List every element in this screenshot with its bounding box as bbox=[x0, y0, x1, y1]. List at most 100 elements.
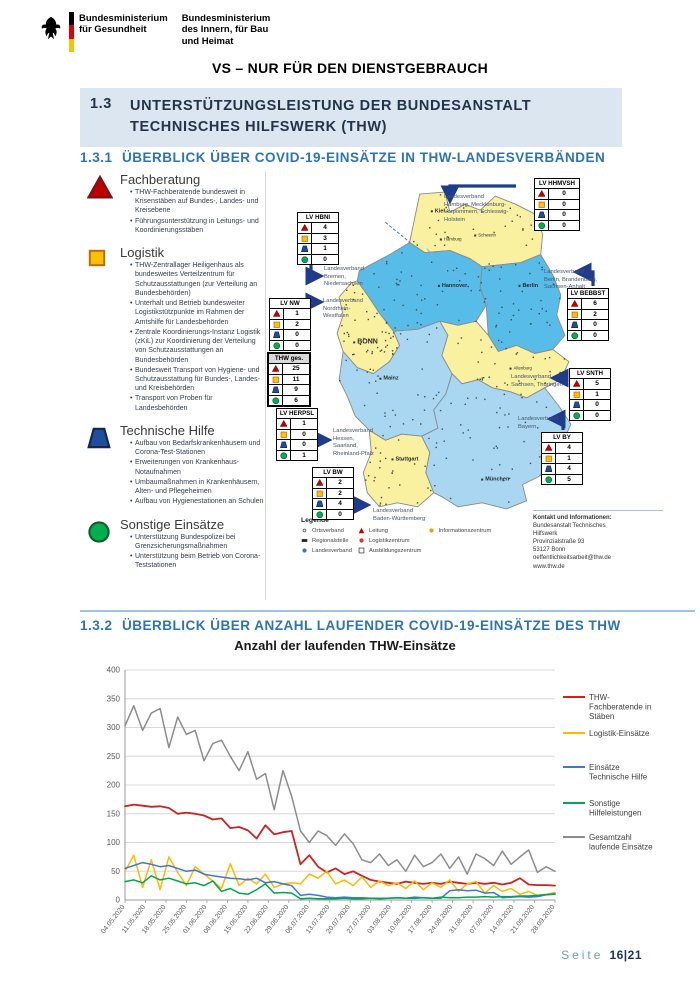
lv-box-row: 1 bbox=[542, 453, 582, 464]
lv-box-value: 0 bbox=[562, 200, 566, 208]
ortsverband-dot bbox=[508, 477, 511, 480]
ortsverband-dot bbox=[472, 459, 474, 461]
ortsverband-dot bbox=[459, 280, 461, 282]
ortsverband-dot bbox=[374, 476, 376, 479]
map-legend-item-ausbildungszentrum: Ausbildungszentrum bbox=[358, 547, 422, 554]
ortsverband-dot bbox=[346, 289, 348, 291]
lv-box-lv-hhmvsh: LV HHMVSH 0 0 0 0 bbox=[534, 178, 580, 231]
lv-box-code: LV HERPSL bbox=[277, 409, 317, 419]
svg-text:Technische Hilfe: Technische Hilfe bbox=[589, 773, 648, 782]
lv-box-value: 2 bbox=[338, 489, 342, 497]
ortsverband-dot bbox=[432, 397, 435, 400]
ortsverband-dot bbox=[386, 261, 388, 263]
lv-box-code: LV BW bbox=[313, 468, 353, 478]
ortsverband-dot bbox=[385, 331, 387, 334]
square-icon bbox=[573, 391, 580, 398]
ortsverband-dot bbox=[384, 339, 387, 342]
ortsverband-dot bbox=[413, 463, 416, 465]
ortsverband-dot bbox=[520, 393, 522, 396]
square-icon bbox=[88, 249, 106, 267]
lv-box-value: 4 bbox=[567, 444, 571, 452]
ortsverband-dot bbox=[397, 439, 400, 441]
ortsverband-dot bbox=[396, 278, 398, 281]
city-label-bonn: BONN bbox=[357, 338, 378, 345]
ortsverband-dot bbox=[460, 424, 462, 426]
ortsverband-dot bbox=[393, 299, 396, 301]
ortsverband-dot bbox=[508, 501, 510, 503]
ortsverband-dot bbox=[400, 271, 402, 273]
circle-icon bbox=[272, 396, 279, 404]
svg-text:laufende Einsätze: laufende Einsätze bbox=[589, 843, 653, 852]
ortsverband-dot bbox=[435, 442, 438, 444]
map-legend-item-leitung: Leitung bbox=[358, 527, 422, 534]
lv-box-code: LV NW bbox=[270, 299, 310, 309]
ortsverband-dot bbox=[545, 310, 547, 312]
city-marker bbox=[474, 234, 477, 237]
ortsverband-dot bbox=[343, 340, 345, 342]
ortsverband-dot bbox=[445, 457, 448, 459]
map-legend-item-logistikzentrum: Logistikzentrum bbox=[358, 537, 422, 544]
category-sonstige-eins-tze: Sonstige EinsätzeUnterstützung Bundespol… bbox=[85, 517, 265, 572]
circle-icon bbox=[273, 341, 280, 349]
category-bullets: THW-Zentrallager Heiligenhaus als bundes… bbox=[120, 261, 265, 413]
landesverband-icon bbox=[302, 548, 307, 553]
lv-box-row: 0 bbox=[270, 330, 310, 341]
ortsverband-dot bbox=[488, 376, 490, 378]
ortsverband-dot bbox=[479, 378, 481, 380]
ortsverband-dot bbox=[492, 265, 494, 267]
ortsverband-dot bbox=[524, 421, 527, 424]
ortsverband-dot bbox=[523, 440, 525, 443]
ortsverband-dot bbox=[544, 382, 546, 384]
contact-line: Provinzialstraße 93 bbox=[533, 539, 585, 546]
ortsverband-dot bbox=[388, 332, 390, 335]
ortsverband-dot bbox=[512, 314, 515, 317]
bullet-item: Unterstützung Bundespolizei bei Grenzsic… bbox=[130, 533, 265, 551]
ortsverband-dot bbox=[392, 353, 394, 355]
lv-box-value: 5 bbox=[595, 380, 599, 388]
lv-box-row: 1 bbox=[270, 309, 310, 320]
ortsverband-dot bbox=[460, 337, 463, 339]
lv-box-value: 0 bbox=[302, 441, 306, 449]
circle-icon bbox=[538, 221, 545, 229]
ortsverband-dot bbox=[371, 338, 373, 340]
river-elbe bbox=[426, 248, 465, 281]
svg-text:Logistik-Einsätze: Logistik-Einsätze bbox=[589, 729, 650, 738]
contact-title: Kontakt und Informationen: bbox=[533, 515, 612, 521]
lv-box-row: 9 bbox=[269, 385, 309, 396]
section-1-3-1-heading: 1.3.1 ÜBERBLICK ÜBER COVID-19-EINSÄTZE I… bbox=[80, 150, 605, 165]
circle-icon bbox=[301, 255, 308, 263]
ortsverband-dot bbox=[388, 487, 390, 489]
ortsverband-dot bbox=[452, 269, 455, 272]
ortsverband-dot bbox=[413, 240, 415, 243]
ortsverband-dot bbox=[402, 423, 405, 425]
ortsverband-dot bbox=[519, 382, 521, 385]
lv-box-code: LV HHMVSH bbox=[535, 179, 579, 189]
ortsverband-dot bbox=[392, 409, 394, 412]
ortsverband-dot bbox=[495, 326, 497, 328]
lv-box-row: 2 bbox=[313, 478, 353, 489]
ortsverband-dot bbox=[504, 414, 506, 416]
ortsverband-dot bbox=[515, 353, 517, 355]
ortsverband-dot bbox=[396, 347, 398, 349]
city-label-mainz: Mainz bbox=[383, 376, 399, 382]
ortsverband-dot bbox=[434, 244, 436, 247]
lv-box-row: 2 bbox=[568, 309, 608, 320]
lv-box-row: 0 bbox=[535, 210, 579, 221]
ministry-innern-label: Bundesministerium des Innern, für Bau und … bbox=[181, 13, 271, 47]
section-1-3-heading: 1.3 UNTERSTÜTZUNGSLEISTUNG DER BUNDESANS… bbox=[80, 88, 622, 148]
trapezoid-icon bbox=[279, 441, 288, 448]
lv-box-value: 6 bbox=[294, 396, 298, 404]
ortsverband-dot bbox=[496, 411, 498, 414]
landesverband-annotation: Landesverband Bayern bbox=[518, 416, 558, 430]
square-icon bbox=[316, 490, 323, 497]
ortsverband-dot bbox=[518, 380, 520, 382]
series-0 bbox=[124, 803, 556, 887]
ortsverband-dot bbox=[344, 308, 346, 311]
ortsverband-dot bbox=[368, 382, 371, 384]
triangle-icon bbox=[570, 300, 579, 307]
ortsverband-dot bbox=[384, 412, 386, 414]
ortsverband-dot bbox=[426, 341, 428, 343]
ortsverband-dot bbox=[379, 502, 382, 504]
ortsverband-dot bbox=[481, 377, 483, 379]
lv-box-value: 1 bbox=[567, 454, 571, 462]
